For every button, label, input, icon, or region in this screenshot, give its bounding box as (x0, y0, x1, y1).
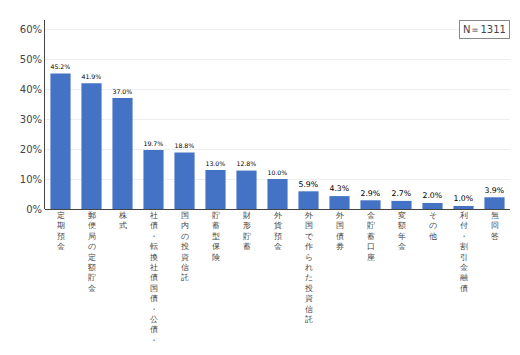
svg-text:10.0%: 10.0% (267, 169, 287, 176)
svg-text:2.0%: 2.0% (422, 191, 442, 200)
svg-text:財形貯蓄: 財形貯蓄 (243, 211, 251, 251)
svg-text:10%: 10% (20, 174, 42, 185)
svg-text:郵便局の定額貯金: 郵便局の定額貯金 (88, 211, 96, 293)
svg-text:5.9%: 5.9% (298, 180, 318, 189)
svg-text:19.7%: 19.7% (143, 140, 163, 147)
svg-text:外貨預金: 外貨預金 (274, 211, 282, 251)
svg-text:外国債券: 外国債券 (336, 211, 344, 251)
svg-text:13.0%: 13.0% (205, 160, 225, 167)
svg-text:社債・転換社債国債・公債・: 社債・転換社債国債・公債・ (150, 211, 158, 345)
svg-text:12.8%: 12.8% (236, 160, 256, 167)
svg-text:41.9%: 41.9% (81, 73, 101, 80)
svg-text:18.8%: 18.8% (174, 142, 194, 149)
svg-text:3.9%: 3.9% (484, 186, 504, 195)
svg-text:定期預金: 定期預金 (57, 211, 65, 251)
svg-text:4.3%: 4.3% (329, 184, 349, 193)
svg-text:貯蓄型保険: 貯蓄型保険 (212, 211, 220, 262)
svg-text:50%: 50% (20, 54, 42, 65)
svg-text:利付・割引金融債: 利付・割引金融債 (460, 211, 468, 293)
svg-text:37.0%: 37.0% (112, 88, 132, 95)
svg-text:0%: 0% (26, 204, 42, 215)
svg-text:その他: その他 (429, 211, 437, 241)
svg-text:45.2%: 45.2% (50, 63, 70, 70)
svg-text:60%: 60% (20, 24, 42, 35)
svg-text:変額年金: 変額年金 (398, 211, 406, 251)
svg-text:1.0%: 1.0% (453, 194, 473, 203)
svg-text:30%: 30% (20, 114, 42, 125)
svg-text:20%: 20% (20, 144, 42, 155)
svg-text:N＝1311: N＝1311 (463, 24, 506, 35)
svg-text:2.9%: 2.9% (360, 189, 380, 198)
svg-text:外国で作られた投資信託: 外国で作られた投資信託 (304, 211, 314, 324)
svg-text:国内の投資信託: 国内の投資信託 (180, 211, 189, 282)
svg-text:2.7%: 2.7% (391, 189, 411, 198)
svg-text:金貯蓄口座: 金貯蓄口座 (367, 211, 375, 262)
svg-text:株式: 株式 (118, 211, 127, 230)
svg-text:無回答: 無回答 (491, 211, 499, 241)
svg-text:40%: 40% (20, 84, 42, 95)
